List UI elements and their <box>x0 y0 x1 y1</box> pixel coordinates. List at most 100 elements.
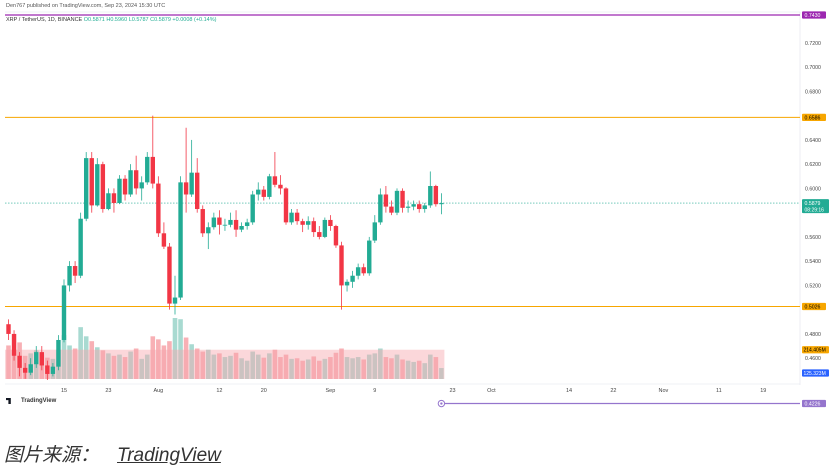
level-marker-dot <box>440 402 443 405</box>
level-tag-bottom <box>802 399 826 408</box>
candle-body <box>211 217 217 228</box>
volume-bar <box>305 359 311 379</box>
volume-tag-text: 214.405M <box>804 348 826 354</box>
y-tick-label: 0.5600 <box>805 235 821 241</box>
volume-bar <box>411 361 416 379</box>
volume-bar <box>61 335 67 379</box>
candle-body <box>339 245 344 286</box>
x-tick-label: 22 <box>610 388 616 394</box>
y-tick-label: 0.5400 <box>805 259 821 265</box>
candle-body <box>394 190 400 213</box>
candle-body <box>300 221 305 225</box>
level-tag-text: 0.5026 <box>805 305 821 311</box>
candle-body <box>372 222 377 241</box>
candle-body <box>195 172 200 210</box>
candle-body <box>100 164 106 210</box>
candle-body <box>6 324 11 334</box>
candle-body <box>244 222 250 227</box>
volume-bar <box>333 352 339 379</box>
volume-tag <box>802 346 829 354</box>
volume-bar <box>122 357 128 379</box>
y-tick-label: 0.7000 <box>805 65 821 71</box>
volume-bar <box>294 358 300 379</box>
volume-bar <box>439 368 444 379</box>
candle-body <box>322 219 328 237</box>
candle-body <box>50 366 56 374</box>
candle-body <box>128 170 133 195</box>
candle-body <box>72 266 78 276</box>
candle-body <box>189 172 194 195</box>
x-tick-label: 19 <box>760 388 766 394</box>
candle-body <box>156 183 161 234</box>
candle-body <box>145 156 150 183</box>
x-tick-label: 14 <box>566 388 572 394</box>
candle-body <box>355 267 361 276</box>
candle-body <box>150 156 155 184</box>
volume-bar <box>400 359 405 379</box>
x-tick-label: Aug <box>153 388 163 394</box>
x-tick-label: 20 <box>261 388 267 394</box>
volume-bar <box>339 348 344 379</box>
ohlc-values: O0.5871 H0.5960 L0.5787 C0.5879 +0.0008 … <box>83 17 217 23</box>
volume-bar <box>11 349 17 379</box>
chart-area[interactable]: 0.7200 0.7000 0.6800 0.6400 0.6200 0.6000 0.56… <box>0 0 835 410</box>
candle-body <box>239 226 244 230</box>
volume-bar <box>233 352 239 379</box>
level-tag-resistance <box>802 113 826 121</box>
candle-body <box>328 219 333 227</box>
volume-bar <box>289 358 294 379</box>
volume-bar <box>172 318 178 379</box>
candle-body <box>117 178 122 203</box>
volume-bar <box>111 355 117 379</box>
candle-body <box>178 182 183 298</box>
y-tick-label: 0.6200 <box>805 162 821 168</box>
y-tick-label: 0.6400 <box>805 138 821 144</box>
volume-bar <box>361 359 366 379</box>
volume-bar <box>344 357 350 379</box>
volume-bar <box>161 345 167 379</box>
volume-bar <box>183 337 189 379</box>
volume-bar <box>194 348 200 379</box>
level-tag-text: 0.6586 <box>805 115 821 121</box>
level-tag-top <box>802 11 826 19</box>
candle-body <box>405 206 411 208</box>
volume-bar <box>217 353 222 379</box>
volume-bar <box>228 355 233 379</box>
candle-body <box>228 219 233 225</box>
volume-bar <box>422 363 428 379</box>
volume-bar <box>156 339 161 379</box>
volume-bar <box>389 358 394 379</box>
volume-bar <box>394 354 400 379</box>
volume-bar <box>372 353 378 379</box>
volume-bar <box>255 354 261 379</box>
volume-bar <box>72 348 78 379</box>
candle-body <box>439 203 444 205</box>
candle-body <box>133 170 139 189</box>
y-tick-label: 0.4600 <box>805 356 821 362</box>
price-chart[interactable]: 0.7200 0.7000 0.6800 0.6400 0.6200 0.6000 0.56… <box>0 0 835 410</box>
y-tick-label: 0.7200 <box>805 41 821 47</box>
candle-body <box>261 189 266 197</box>
volume-bar <box>95 347 100 379</box>
published-line: Den767 published on TradingView.com, Sep… <box>6 3 166 9</box>
volume-bar <box>328 357 333 379</box>
tradingview-logo-icon <box>6 398 11 404</box>
candle-body <box>161 233 167 247</box>
volume-bar <box>433 357 439 379</box>
candle-body <box>39 352 44 366</box>
candle-body <box>256 189 261 195</box>
x-tick-label: 11 <box>716 388 722 394</box>
candle-body <box>67 266 72 286</box>
volume-bar <box>78 327 83 379</box>
volume-bar <box>261 357 267 379</box>
volume-bar <box>200 351 206 379</box>
candle-body <box>106 193 111 210</box>
candle-body <box>350 275 355 282</box>
tradingview-logo: TradingView <box>6 398 56 404</box>
volume-tag-text: 125.323M <box>804 371 826 377</box>
volume-bar <box>300 360 305 379</box>
candle-body <box>217 217 222 225</box>
last-price-countdown: 08:29:16 <box>805 208 825 214</box>
volume-bar <box>139 358 144 379</box>
caption-link[interactable]: TradingView <box>117 445 221 466</box>
